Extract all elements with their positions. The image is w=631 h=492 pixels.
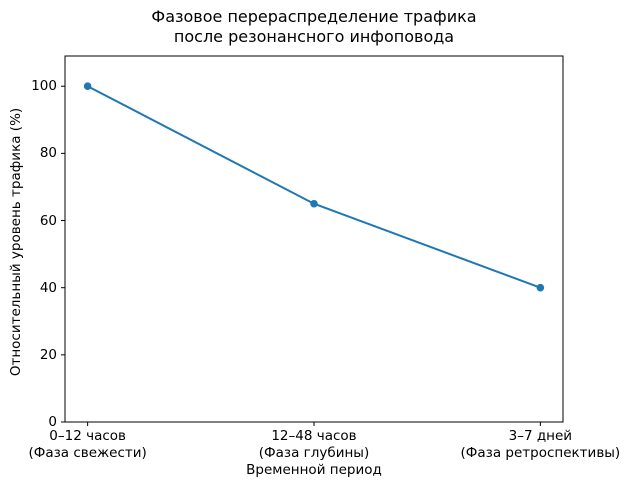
data-point-marker: [536, 283, 545, 292]
chart-title: Фазовое перераспределение трафика после …: [151, 7, 477, 46]
y-tick-label: 80: [39, 145, 57, 162]
data-point-marker: [83, 82, 92, 91]
y-tick-label: 60: [39, 212, 57, 229]
axes-spines: [64, 55, 564, 423]
y-tick-label: 40: [39, 279, 57, 296]
x-tick-label: 3–7 дней (Фаза ретроспективы): [460, 428, 621, 461]
y-tick-label: 20: [39, 346, 57, 363]
x-tick-label: 0–12 часов (Фаза свежести): [28, 428, 147, 461]
data-line: [86, 85, 542, 289]
y-tick-label: 100: [31, 78, 57, 95]
x-axis-label: Временной период: [246, 462, 382, 478]
x-tick-label: 12–48 часов (Фаза глубины): [258, 428, 370, 461]
y-tick-label: 0: [48, 414, 57, 430]
data-point-marker: [310, 199, 318, 208]
